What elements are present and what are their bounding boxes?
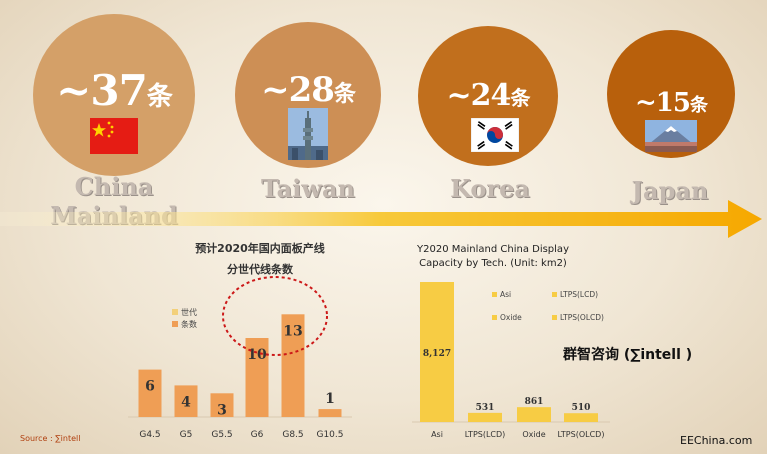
right-legend-swatch — [492, 292, 497, 297]
taipei-101-icon — [288, 108, 328, 160]
region-unit: 条 — [510, 86, 530, 110]
left-category-label: G10.5 — [316, 430, 343, 440]
left-bar-G10.5 — [318, 409, 342, 417]
country-label-korea: Korea — [450, 174, 530, 203]
right-bar-LTPS(OLCD) — [564, 413, 598, 422]
right-legend-label: LTPS(OLCD) — [560, 313, 604, 322]
left-bar-G5 — [174, 385, 198, 417]
right-bar-value-label: 8,127 — [423, 349, 451, 359]
right-category-label: Asi — [431, 430, 443, 439]
watermark: EEChina.com — [680, 434, 753, 447]
right-legend-swatch — [492, 315, 497, 320]
left-bar-value-label: 3 — [217, 402, 227, 418]
left-chart-title-line1: 预计2020年国内面板产线 — [195, 242, 325, 255]
region-value: ~37 — [56, 66, 148, 115]
left-chart-title-line2: 分世代线条数 — [227, 263, 293, 276]
legend-swatch-count — [172, 321, 178, 327]
region-unit: 条 — [689, 95, 708, 116]
china-flag-icon — [90, 118, 138, 154]
legend-label-generation: 世代 — [181, 307, 197, 317]
mount-fuji-icon — [645, 120, 697, 152]
right-legend-swatch — [552, 292, 557, 297]
legend-label-count: 条数 — [181, 319, 197, 329]
right-bar-value-label: 531 — [476, 403, 495, 413]
right-bar-Asi — [420, 282, 454, 422]
right-category-label: LTPS(LCD) — [465, 430, 506, 439]
region-circle-china: ~37条 — [33, 14, 195, 176]
region-value: ~24 — [446, 78, 512, 113]
left-category-label: G6 — [251, 430, 264, 440]
source-label: Source : ∑intell — [20, 434, 81, 443]
left-bar-value-label: 10 — [247, 347, 267, 363]
right-bar-value-label: 861 — [525, 397, 544, 407]
right-bar-Oxide — [517, 407, 551, 422]
left-bar-value-label: 1 — [325, 391, 335, 407]
legend-swatch-generation — [172, 309, 178, 315]
trend-arrow — [0, 200, 762, 238]
right-legend-swatch — [552, 315, 557, 320]
left-category-label: G5.5 — [211, 430, 232, 440]
right-chart-title-line1: Y2020 Mainland China Display — [417, 244, 569, 255]
right-chart-title-line2: Capacity by Tech. (Unit: km2) — [419, 258, 567, 269]
region-unit: 条 — [333, 81, 356, 107]
left-bar-G5.5 — [210, 393, 234, 417]
left-category-label: G8.5 — [282, 430, 303, 440]
region-unit: 条 — [146, 82, 173, 112]
country-label-japan: Japan — [631, 176, 709, 205]
right-legend-label: Oxide — [500, 313, 522, 322]
right-legend-label: Asi — [500, 290, 511, 299]
right-category-label: Oxide — [522, 430, 545, 439]
left-bar-G6 — [245, 338, 269, 417]
right-bar-LTPS(LCD) — [468, 412, 502, 422]
left-bar-G8.5 — [281, 314, 305, 417]
region-value: ~28 — [261, 70, 335, 110]
korea-flag-icon — [471, 118, 519, 152]
left-bar-value-label: 4 — [181, 394, 191, 410]
region-value: ~15 — [635, 88, 691, 118]
left-category-label: G4.5 — [139, 430, 160, 440]
country-label-taiwan: Taiwan — [261, 174, 355, 203]
left-bar-value-label: 13 — [283, 323, 302, 339]
right-category-label: LTPS(OLCD) — [558, 430, 605, 439]
left-bar-value-label: 6 — [145, 379, 155, 395]
right-bar-value-label: 510 — [572, 403, 591, 413]
highlight-ellipse — [222, 276, 328, 356]
right-legend-label: LTPS(LCD) — [560, 290, 598, 299]
brand-label: 群智咨询 (∑intell ) — [563, 347, 693, 363]
left-category-label: G5 — [180, 430, 193, 440]
left-bar-G4.5 — [138, 369, 162, 417]
